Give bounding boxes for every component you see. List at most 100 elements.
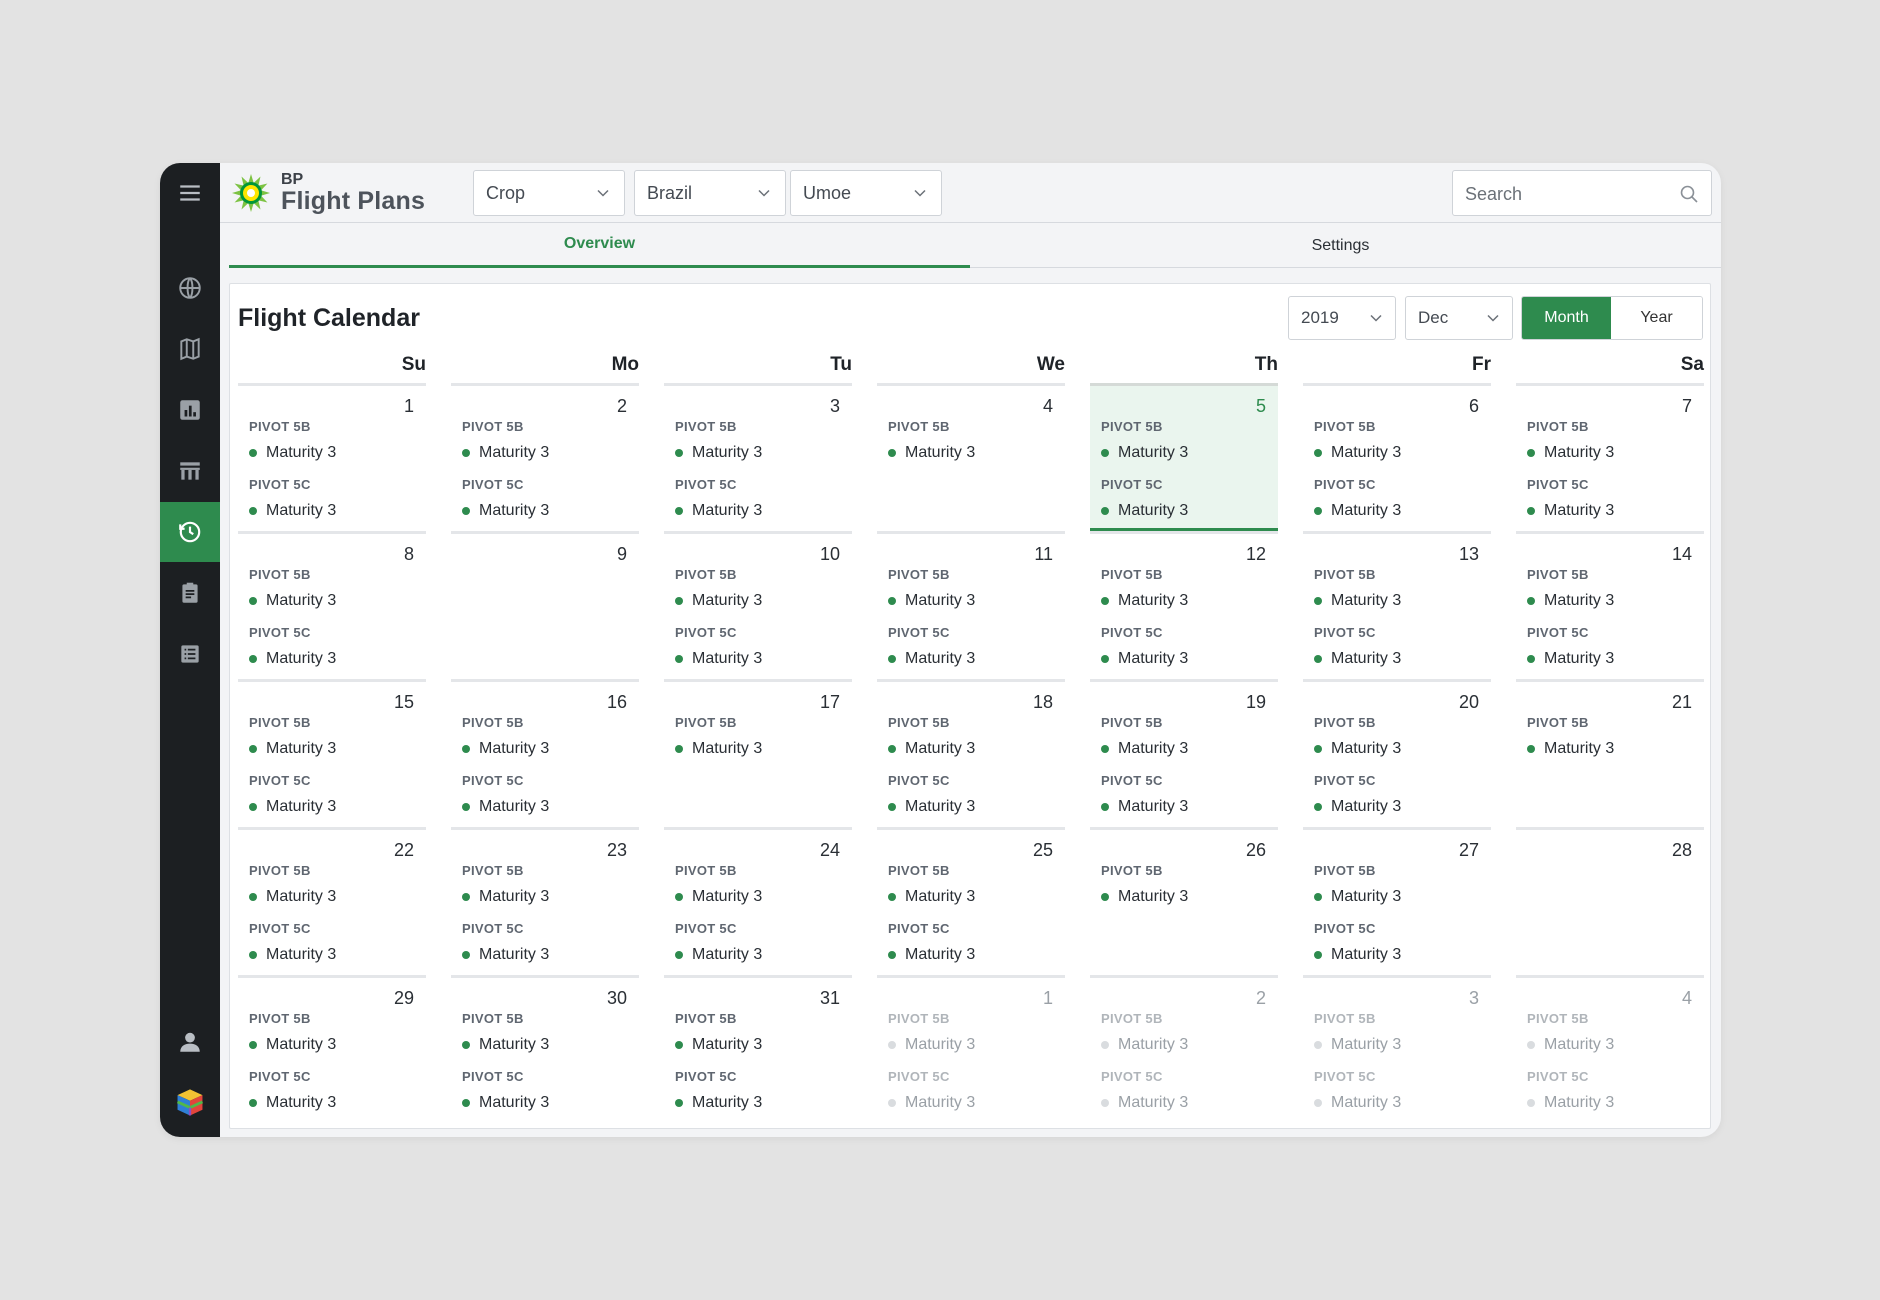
search-icon[interactable] bbox=[1679, 184, 1699, 204]
flight-entry[interactable]: Maturity 3 bbox=[1101, 1036, 1188, 1054]
calendar-day[interactable]: 17 PIVOT 5B Maturity 3 bbox=[664, 679, 852, 827]
list-icon[interactable] bbox=[160, 624, 220, 684]
calendar-day[interactable]: 11 PIVOT 5B Maturity 3 PIVOT 5C Maturity 3 bbox=[877, 531, 1065, 679]
flight-entry[interactable]: Maturity 3 bbox=[1314, 1036, 1401, 1054]
flight-entry[interactable]: Maturity 3 bbox=[1527, 1036, 1614, 1054]
year-select[interactable]: 2019 bbox=[1288, 296, 1396, 340]
calendar-day[interactable]: 3 PIVOT 5B Maturity 3 PIVOT 5C Maturity 3 bbox=[1303, 975, 1491, 1123]
calendar-day[interactable]: 28 bbox=[1516, 827, 1704, 975]
calendar-day[interactable]: 1 PIVOT 5B Maturity 3 PIVOT 5C Maturity 3 bbox=[238, 383, 426, 531]
search-input[interactable] bbox=[1465, 181, 1675, 207]
calendar-day-selected[interactable]: 5 PIVOT 5B Maturity 3 PIVOT 5C Maturity 3 bbox=[1090, 383, 1278, 531]
calendar-day[interactable]: 30 PIVOT 5B Maturity 3 PIVOT 5C Maturity 3 bbox=[451, 975, 639, 1123]
clipboard-icon[interactable] bbox=[160, 563, 220, 623]
flight-entry[interactable]: Maturity 3 bbox=[1101, 444, 1188, 462]
flight-entry[interactable]: Maturity 3 bbox=[249, 888, 336, 906]
calendar-day[interactable]: 8 PIVOT 5B Maturity 3 PIVOT 5C Maturity 3 bbox=[238, 531, 426, 679]
calendar-day[interactable]: 23 PIVOT 5B Maturity 3 PIVOT 5C Maturity 3 bbox=[451, 827, 639, 975]
flight-entry[interactable]: Maturity 3 bbox=[249, 740, 336, 758]
operator-select[interactable]: Umoe bbox=[790, 170, 942, 216]
calendar-day[interactable]: 20 PIVOT 5B Maturity 3 PIVOT 5C Maturity 3 bbox=[1303, 679, 1491, 827]
flight-entry[interactable]: Maturity 3 bbox=[1101, 592, 1188, 610]
user-icon[interactable] bbox=[160, 1012, 220, 1072]
flight-entry[interactable]: Maturity 3 bbox=[888, 1094, 975, 1112]
flight-entry[interactable]: Maturity 3 bbox=[249, 502, 336, 520]
flight-entry[interactable]: Maturity 3 bbox=[249, 1094, 336, 1112]
flight-entry[interactable]: Maturity 3 bbox=[1314, 946, 1401, 964]
flight-entry[interactable]: Maturity 3 bbox=[462, 946, 549, 964]
calendar-day[interactable]: 9 bbox=[451, 531, 639, 679]
flight-entry[interactable]: Maturity 3 bbox=[249, 592, 336, 610]
flight-entry[interactable]: Maturity 3 bbox=[675, 1036, 762, 1054]
flight-entry[interactable]: Maturity 3 bbox=[888, 650, 975, 668]
flight-entry[interactable]: Maturity 3 bbox=[1314, 798, 1401, 816]
calendar-day[interactable]: 16 PIVOT 5B Maturity 3 PIVOT 5C Maturity 3 bbox=[451, 679, 639, 827]
flight-entry[interactable]: Maturity 3 bbox=[675, 650, 762, 668]
flight-entry[interactable]: Maturity 3 bbox=[1101, 650, 1188, 668]
calendar-day[interactable]: 10 PIVOT 5B Maturity 3 PIVOT 5C Maturity 3 bbox=[664, 531, 852, 679]
calendar-day[interactable]: 2 PIVOT 5B Maturity 3 PIVOT 5C Maturity 3 bbox=[451, 383, 639, 531]
month-select[interactable]: Dec bbox=[1405, 296, 1513, 340]
flight-entry[interactable]: Maturity 3 bbox=[675, 1094, 762, 1112]
calendar-day[interactable]: 15 PIVOT 5B Maturity 3 PIVOT 5C Maturity 3 bbox=[238, 679, 426, 827]
flight-entry[interactable]: Maturity 3 bbox=[888, 946, 975, 964]
flight-entry[interactable]: Maturity 3 bbox=[675, 946, 762, 964]
history-icon[interactable] bbox=[160, 502, 220, 562]
calendar-day[interactable]: 14 PIVOT 5B Maturity 3 PIVOT 5C Maturity 3 bbox=[1516, 531, 1704, 679]
calendar-day[interactable]: 22 PIVOT 5B Maturity 3 PIVOT 5C Maturity 3 bbox=[238, 827, 426, 975]
flight-entry[interactable]: Maturity 3 bbox=[462, 740, 549, 758]
flight-entry[interactable]: Maturity 3 bbox=[249, 946, 336, 964]
flight-entry[interactable]: Maturity 3 bbox=[1101, 888, 1188, 906]
flight-entry[interactable]: Maturity 3 bbox=[1314, 650, 1401, 668]
flight-entry[interactable]: Maturity 3 bbox=[1314, 888, 1401, 906]
tab-overview[interactable]: Overview bbox=[229, 223, 970, 268]
calendar-day[interactable]: 29 PIVOT 5B Maturity 3 PIVOT 5C Maturity 3 bbox=[238, 975, 426, 1123]
flight-entry[interactable]: Maturity 3 bbox=[462, 1094, 549, 1112]
flight-entry[interactable]: Maturity 3 bbox=[1527, 650, 1614, 668]
flight-entry[interactable]: Maturity 3 bbox=[1314, 444, 1401, 462]
flight-entry[interactable]: Maturity 3 bbox=[888, 798, 975, 816]
calendar-day[interactable]: 27 PIVOT 5B Maturity 3 PIVOT 5C Maturity 3 bbox=[1303, 827, 1491, 975]
flight-entry[interactable]: Maturity 3 bbox=[675, 444, 762, 462]
calendar-day[interactable]: 7 PIVOT 5B Maturity 3 PIVOT 5C Maturity 3 bbox=[1516, 383, 1704, 531]
flight-entry[interactable]: Maturity 3 bbox=[462, 502, 549, 520]
flight-entry[interactable]: Maturity 3 bbox=[462, 798, 549, 816]
flight-entry[interactable]: Maturity 3 bbox=[1314, 740, 1401, 758]
calendar-day[interactable]: 2 PIVOT 5B Maturity 3 PIVOT 5C Maturity 3 bbox=[1090, 975, 1278, 1123]
flight-entry[interactable]: Maturity 3 bbox=[888, 592, 975, 610]
year-view-button[interactable]: Year bbox=[1611, 297, 1702, 339]
flight-entry[interactable]: Maturity 3 bbox=[675, 502, 762, 520]
table-icon[interactable] bbox=[160, 441, 220, 501]
flight-entry[interactable]: Maturity 3 bbox=[675, 740, 762, 758]
flight-entry[interactable]: Maturity 3 bbox=[462, 1036, 549, 1054]
calendar-day[interactable]: 25 PIVOT 5B Maturity 3 PIVOT 5C Maturity 3 bbox=[877, 827, 1065, 975]
calendar-day[interactable]: 3 PIVOT 5B Maturity 3 PIVOT 5C Maturity 3 bbox=[664, 383, 852, 531]
calendar-day[interactable]: 1 PIVOT 5B Maturity 3 PIVOT 5C Maturity 3 bbox=[877, 975, 1065, 1123]
flight-entry[interactable]: Maturity 3 bbox=[1527, 502, 1614, 520]
calendar-day[interactable]: 24 PIVOT 5B Maturity 3 PIVOT 5C Maturity 3 bbox=[664, 827, 852, 975]
month-view-button[interactable]: Month bbox=[1522, 297, 1612, 339]
tab-settings[interactable]: Settings bbox=[1311, 236, 1370, 254]
flight-entry[interactable]: Maturity 3 bbox=[1101, 798, 1188, 816]
crop-select[interactable]: Crop bbox=[473, 170, 625, 216]
flight-entry[interactable]: Maturity 3 bbox=[1527, 1094, 1614, 1112]
bar-chart-icon[interactable] bbox=[160, 380, 220, 440]
flight-entry[interactable]: Maturity 3 bbox=[1101, 740, 1188, 758]
flight-entry[interactable]: Maturity 3 bbox=[888, 888, 975, 906]
country-select[interactable]: Brazil bbox=[634, 170, 786, 216]
calendar-day[interactable]: 19 PIVOT 5B Maturity 3 PIVOT 5C Maturity 3 bbox=[1090, 679, 1278, 827]
map-icon[interactable] bbox=[160, 319, 220, 379]
menu-icon[interactable] bbox=[160, 163, 220, 223]
flight-entry[interactable]: Maturity 3 bbox=[462, 888, 549, 906]
calendar-day[interactable]: 31 PIVOT 5B Maturity 3 PIVOT 5C Maturity 3 bbox=[664, 975, 852, 1123]
calendar-day[interactable]: 6 PIVOT 5B Maturity 3 PIVOT 5C Maturity 3 bbox=[1303, 383, 1491, 531]
flight-entry[interactable]: Maturity 3 bbox=[888, 444, 975, 462]
cube-logo-icon[interactable] bbox=[160, 1073, 220, 1133]
flight-entry[interactable]: Maturity 3 bbox=[249, 444, 336, 462]
calendar-day[interactable]: 21 PIVOT 5B Maturity 3 bbox=[1516, 679, 1704, 827]
flight-entry[interactable]: Maturity 3 bbox=[675, 888, 762, 906]
flight-entry[interactable]: Maturity 3 bbox=[249, 1036, 336, 1054]
flight-entry[interactable]: Maturity 3 bbox=[1101, 1094, 1188, 1112]
flight-entry[interactable]: Maturity 3 bbox=[888, 1036, 975, 1054]
flight-entry[interactable]: Maturity 3 bbox=[1101, 502, 1188, 520]
